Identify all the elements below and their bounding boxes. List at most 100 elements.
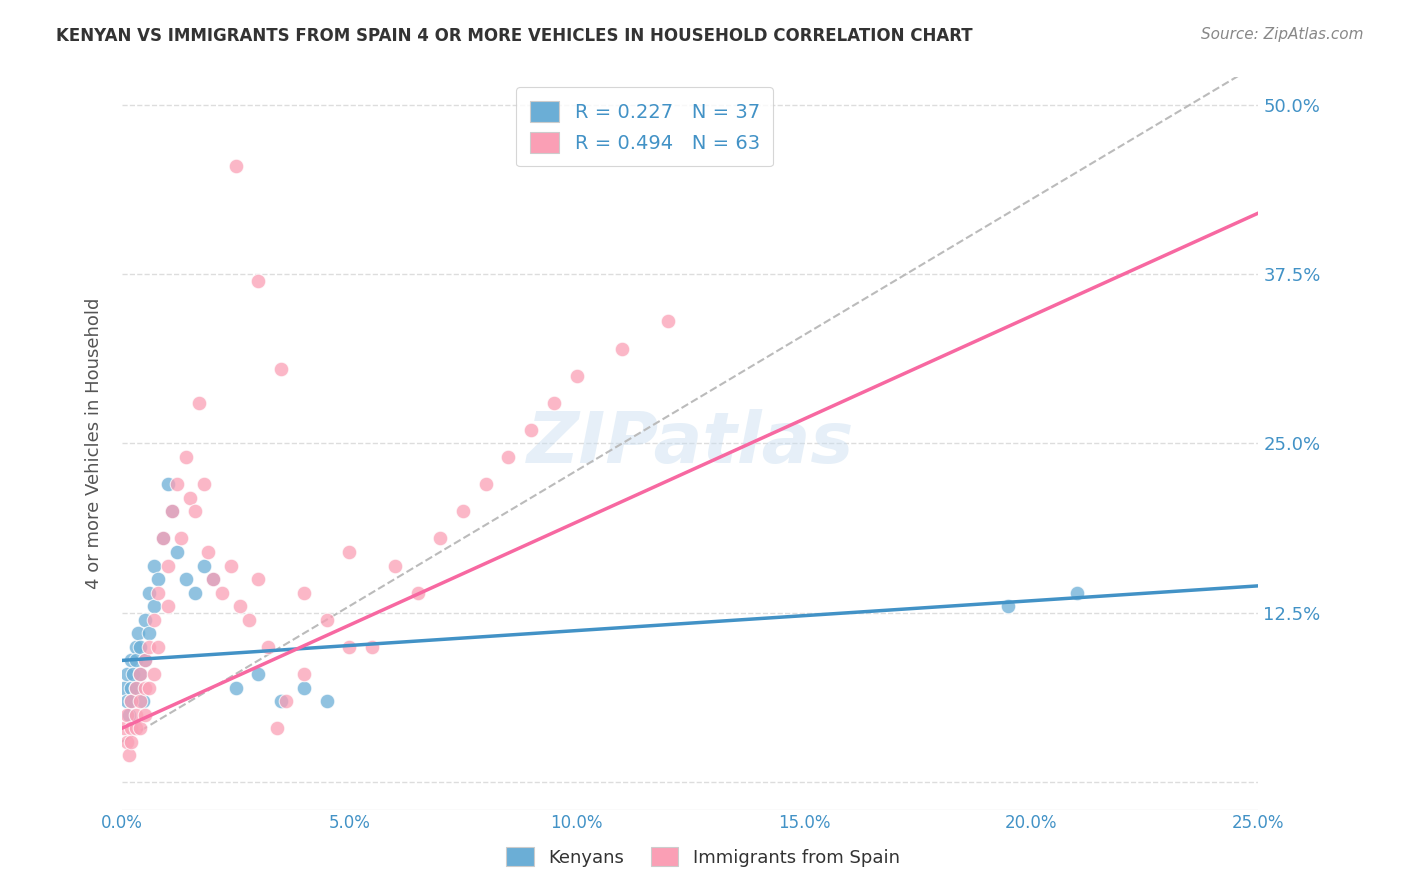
Point [179, 491, 201, 505]
Point [166, 477, 188, 491]
Point [238, 613, 260, 627]
Point [125, 653, 148, 667]
Point [125, 721, 148, 735]
Point [247, 274, 270, 288]
Point [201, 572, 224, 586]
Y-axis label: 4 or more Vehicles in Household: 4 or more Vehicles in Household [86, 298, 103, 590]
Legend: Kenyans, Immigrants from Spain: Kenyans, Immigrants from Spain [499, 840, 907, 874]
Point [120, 681, 142, 695]
Point [129, 694, 152, 708]
Point [156, 477, 179, 491]
Point [247, 572, 270, 586]
Text: ZIPatlas: ZIPatlas [527, 409, 853, 478]
Point [127, 626, 149, 640]
Point [247, 667, 270, 681]
Text: Source: ZipAtlas.com: Source: ZipAtlas.com [1201, 27, 1364, 42]
Point [1066, 585, 1088, 599]
Point [138, 626, 160, 640]
Point [270, 694, 292, 708]
Point [129, 640, 152, 654]
Point [337, 545, 360, 559]
Point [270, 362, 292, 376]
Point [170, 532, 193, 546]
Point [201, 572, 224, 586]
Point [361, 640, 384, 654]
Point [219, 558, 242, 573]
Point [657, 314, 679, 328]
Point [166, 545, 188, 559]
Point [125, 707, 148, 722]
Point [256, 640, 278, 654]
Point [152, 532, 174, 546]
Point [543, 396, 565, 410]
Point [266, 721, 288, 735]
Point [156, 558, 179, 573]
Point [315, 694, 337, 708]
Point [997, 599, 1019, 614]
Point [148, 585, 170, 599]
Point [193, 477, 215, 491]
Point [148, 640, 170, 654]
Point [498, 450, 520, 464]
Point [120, 721, 142, 735]
Point [429, 532, 451, 546]
Point [120, 694, 142, 708]
Point [292, 585, 315, 599]
Point [188, 396, 211, 410]
Point [115, 707, 138, 722]
Point [138, 681, 160, 695]
Point [115, 735, 138, 749]
Point [138, 640, 160, 654]
Point [134, 707, 156, 722]
Point [134, 653, 156, 667]
Point [292, 681, 315, 695]
Point [129, 667, 152, 681]
Point [156, 599, 179, 614]
Point [197, 545, 219, 559]
Point [184, 504, 207, 518]
Point [142, 613, 165, 627]
Point [125, 681, 148, 695]
Point [211, 585, 233, 599]
Point [125, 681, 148, 695]
Point [565, 368, 588, 383]
Point [337, 640, 360, 654]
Point [129, 667, 152, 681]
Point [225, 681, 247, 695]
Point [451, 504, 474, 518]
Point [225, 159, 247, 173]
Point [134, 681, 156, 695]
Point [120, 653, 142, 667]
Point [118, 748, 141, 763]
Point [120, 735, 142, 749]
Point [134, 653, 156, 667]
Point [406, 585, 429, 599]
Point [384, 558, 406, 573]
Point [148, 572, 170, 586]
Point [315, 613, 337, 627]
Point [292, 667, 315, 681]
Point [142, 667, 165, 681]
Point [112, 681, 135, 695]
Point [122, 667, 145, 681]
Point [138, 585, 160, 599]
Point [520, 423, 543, 437]
Point [174, 572, 197, 586]
Point [184, 585, 207, 599]
Point [174, 450, 197, 464]
Point [115, 694, 138, 708]
Point [610, 342, 633, 356]
Point [474, 477, 496, 491]
Point [193, 558, 215, 573]
Point [142, 558, 165, 573]
Point [118, 707, 141, 722]
Point [115, 667, 138, 681]
Point [134, 613, 156, 627]
Point [160, 504, 183, 518]
Point [160, 504, 183, 518]
Point [131, 694, 153, 708]
Point [112, 721, 135, 735]
Point [125, 640, 148, 654]
Legend: R = 0.227   N = 37, R = 0.494   N = 63: R = 0.227 N = 37, R = 0.494 N = 63 [516, 87, 773, 167]
Point [120, 694, 142, 708]
